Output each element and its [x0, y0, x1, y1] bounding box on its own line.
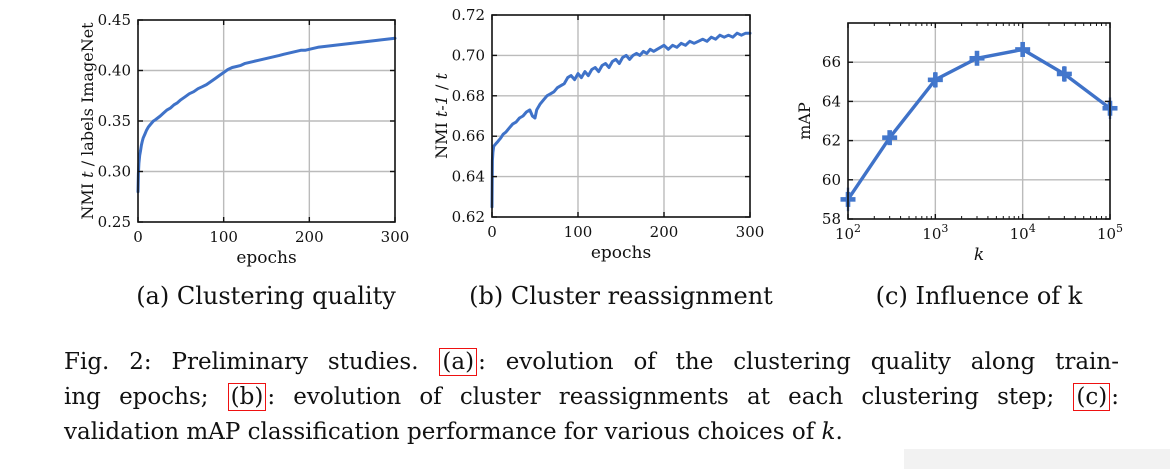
- x-axis-label: epochs: [591, 243, 651, 263]
- x-tick-label: 300: [381, 228, 410, 246]
- x-tick-label: 200: [295, 228, 324, 246]
- subcaption-c: (c) Influence of k: [875, 282, 1083, 310]
- y-tick-label: 0.25: [98, 213, 131, 231]
- subcaption-a: (a) Clustering quality: [136, 282, 396, 310]
- x-tick-label: 100: [209, 228, 238, 246]
- caption-text: : evolution of cluster reassignments at …: [267, 384, 1073, 410]
- y-tick-label: 66: [822, 53, 841, 71]
- y-tick-label: 0.64: [452, 168, 485, 186]
- x-tick-label: 100: [564, 223, 593, 241]
- figure-ref-box: (b): [227, 383, 267, 411]
- chart-b: 0 100 200 300 0.62 0.64 0.66 0.68 0.70 0.72 epochs…: [432, 6, 764, 263]
- y-tick-label: 62: [822, 132, 841, 150]
- x-tick-label: 0: [487, 223, 497, 241]
- x-axis-label: epochs: [236, 248, 296, 268]
- y-tick-label: 0.70: [452, 46, 485, 64]
- selection-artifact: [904, 449, 1170, 469]
- y-tick-label: 0.30: [98, 163, 131, 181]
- caption-text: :: [1111, 384, 1119, 410]
- y-tick-label: 0.66: [452, 127, 485, 145]
- x-tick-label: 200: [650, 223, 679, 241]
- caption-line-2: ing epochs; (b): evolution of cluster re…: [64, 380, 1119, 415]
- figure-caption: Fig. 2: Preliminary studies. (a): evolut…: [64, 345, 1119, 450]
- plot-frame: [491, 14, 751, 218]
- plot-frame: [847, 22, 1111, 220]
- x-tick-label: 0: [133, 228, 143, 246]
- caption-text: : evolution of the clustering quality al…: [478, 349, 1119, 375]
- x-tick-label: 300: [736, 223, 765, 241]
- caption-line-3: validation mAP classification performanc…: [64, 415, 1119, 450]
- y-tick-label: 0.40: [98, 62, 131, 80]
- y-tick-label: 0.72: [452, 6, 485, 24]
- caption-text: Fig. 2: Preliminary studies.: [64, 349, 439, 375]
- y-tick-label: 64: [822, 92, 841, 110]
- data-line: [136, 36, 397, 194]
- caption-text: ing epochs;: [64, 384, 227, 410]
- y-axis-label: mAP: [795, 102, 814, 140]
- chart-a: 0 100 200 300 0.25 0.30 0.35 0.40 0.45 epochs NMI …: [78, 11, 409, 268]
- subcaption-b: (b) Cluster reassignment: [469, 282, 773, 310]
- y-tick-label: 0.45: [98, 11, 131, 29]
- x-tick-label: 102: [835, 222, 861, 243]
- figure-ref-box: (a): [439, 348, 478, 376]
- x-tick-label: 104: [1010, 222, 1036, 243]
- chart-c: 102 103 104 105 58 60 62 64 66 k mAP: [795, 22, 1123, 265]
- y-tick-label: 0.68: [452, 87, 485, 105]
- y-tick-label: 58: [822, 210, 841, 228]
- caption-text: .: [835, 419, 843, 445]
- data-line: [490, 31, 752, 209]
- caption-line-1: Fig. 2: Preliminary studies. (a): evolut…: [64, 345, 1119, 380]
- x-tick-label: 105: [1097, 222, 1123, 243]
- caption-text: k: [821, 419, 836, 445]
- caption-text: validation mAP classification performanc…: [64, 419, 822, 445]
- y-tick-label: 0.62: [452, 208, 485, 226]
- y-axis-label: NMI t-1 / t: [432, 73, 451, 159]
- x-tick-label: 103: [922, 222, 948, 243]
- figure-ref-box: (c): [1073, 383, 1111, 411]
- y-axis-label: NMI t / labels ImageNet: [78, 22, 97, 220]
- y-tick-label: 60: [822, 171, 841, 189]
- x-axis-label: k: [974, 245, 984, 265]
- y-tick-label: 0.35: [98, 112, 131, 130]
- charts-svg: 0 100 200 300 0.25 0.30 0.35 0.40 0.45 epochs NMI …: [78, 6, 1123, 268]
